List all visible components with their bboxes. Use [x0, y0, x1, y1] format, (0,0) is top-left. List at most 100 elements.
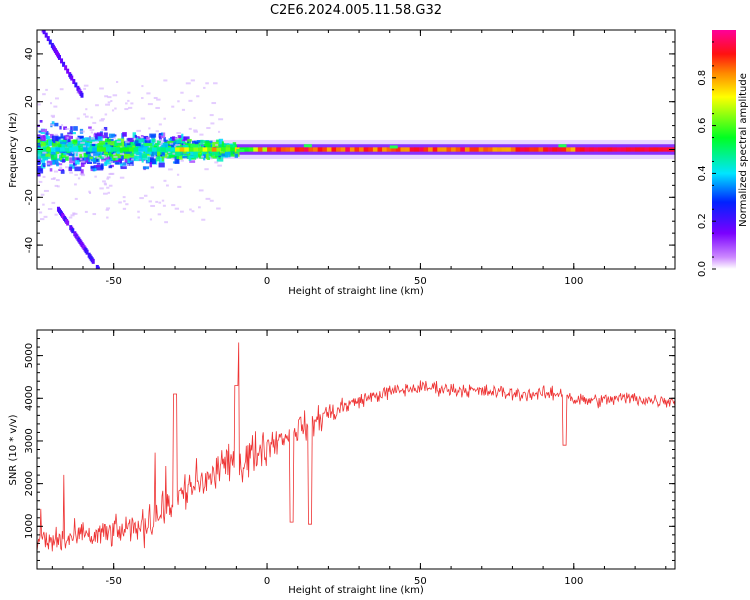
spectrogram-cell	[125, 145, 133, 149]
spectrogram-speck	[106, 216, 109, 219]
spectrogram-cell	[215, 155, 221, 158]
y-tick-label: 1000	[24, 514, 35, 539]
spectrogram-speck	[38, 180, 43, 183]
carrier-cell	[198, 147, 203, 152]
spectrogram-cell	[37, 160, 41, 166]
carrier-cell	[165, 147, 171, 152]
colorbar: 0.0 0.2 0.4 0.6 0.8 Normalized spectral ampl…	[697, 30, 749, 277]
spectrogram-speck	[176, 132, 181, 135]
spectrogram-cell	[42, 145, 47, 149]
spectrogram-cell	[149, 162, 153, 168]
spectrogram-speck	[193, 129, 198, 132]
spectrogram-cell	[140, 153, 147, 158]
carrier-cell	[589, 147, 595, 152]
spectrogram-speck	[113, 155, 118, 158]
spectrogram-speck	[104, 95, 109, 98]
spectrogram-cell	[108, 153, 113, 157]
spectrogram-cell	[60, 170, 65, 174]
spectrogram-cell	[59, 139, 66, 142]
spectrogram-cell	[56, 158, 60, 161]
spectrogram-cell	[96, 162, 101, 165]
streak-cell	[44, 32, 48, 38]
spectrogram-speck	[111, 109, 115, 112]
spectrogram-cell	[218, 143, 224, 149]
spectrogram-cell	[161, 151, 165, 156]
snr-background	[37, 330, 675, 569]
carrier-cell	[349, 147, 355, 152]
spectrogram-cell	[138, 149, 143, 155]
y-tick-label: 4000	[24, 386, 35, 411]
carrier-cell	[579, 147, 585, 152]
spectrogram-speck	[143, 194, 148, 197]
spectrogram-speck	[112, 94, 118, 97]
spectrogram-cell	[182, 145, 190, 149]
spectrogram-cell	[85, 151, 91, 155]
spectrogram-cell	[202, 153, 209, 158]
carrier-accent	[190, 144, 199, 148]
spectrogram-speck	[104, 113, 108, 116]
spectrogram-cell	[89, 144, 93, 147]
spectrogram-speck	[191, 210, 195, 213]
spectrogram-x-ticks: -50 0 50 100	[51, 30, 667, 287]
carrier-cell	[474, 147, 479, 152]
carrier-cell	[451, 147, 456, 152]
carrier-cell	[299, 147, 305, 152]
carrier-cell	[446, 147, 452, 152]
spectrogram-speck	[109, 161, 114, 164]
spectrogram-cell	[149, 149, 152, 155]
streak-cell	[74, 82, 78, 88]
spectrogram-speck	[127, 99, 130, 102]
spectrogram-speck	[113, 136, 117, 139]
spectrogram-speck	[163, 117, 166, 120]
spectrogram-cell	[52, 159, 59, 165]
colorbar-gradient	[712, 30, 736, 269]
spectrogram-speck	[70, 214, 75, 217]
carrier-cell	[469, 147, 475, 152]
carrier-cell	[142, 147, 148, 152]
carrier-cell	[515, 147, 521, 152]
spectrogram-cell	[120, 163, 123, 168]
spectrogram-speck	[155, 130, 160, 133]
carrier-cell	[188, 147, 194, 152]
spectrogram-cell	[153, 149, 158, 156]
spectrogram-cell	[179, 140, 185, 144]
carrier-cell	[290, 147, 295, 152]
spectrogram-speck	[79, 158, 83, 161]
carrier-cell	[133, 147, 139, 152]
spectrogram-cell	[177, 135, 183, 140]
spectrogram-speck	[51, 201, 56, 204]
carrier-cell	[317, 147, 323, 152]
spectrogram-cell	[184, 137, 188, 141]
spectrogram-cell	[37, 155, 41, 160]
spectrogram-cell	[199, 151, 204, 155]
spectrogram-speck	[180, 159, 184, 162]
spectrogram-cell	[142, 166, 150, 170]
spectrogram-speck	[116, 80, 119, 83]
spectrogram-speck	[205, 82, 209, 85]
spectrogram-cell	[86, 142, 90, 148]
carrier-cell	[41, 147, 47, 152]
spectrogram-cell	[96, 165, 104, 171]
spectrogram-speck	[176, 173, 180, 176]
spectrogram-cell	[148, 139, 155, 144]
spectrogram-cell	[39, 155, 47, 159]
spectrogram-speck	[190, 79, 195, 82]
spectrogram-cell	[61, 159, 66, 163]
spectrogram-speck	[61, 124, 64, 127]
spectrogram-cell	[78, 143, 85, 147]
spectrogram-speck	[148, 200, 152, 203]
spectrogram-cell	[115, 145, 119, 149]
carrier-cell	[492, 147, 498, 152]
carrier-cell	[345, 147, 351, 152]
spectrogram-cell	[133, 150, 140, 155]
spectrogram-speck	[106, 176, 111, 179]
spectrogram-speck	[50, 124, 55, 127]
spectrogram-speck	[139, 197, 144, 200]
spectrogram-speck	[141, 85, 144, 88]
spectrogram-cell	[108, 165, 113, 169]
y-tick-label: -40	[24, 237, 35, 253]
carrier-cell	[409, 147, 415, 152]
spectrogram-cell	[70, 126, 73, 130]
carrier-cell	[363, 147, 369, 152]
